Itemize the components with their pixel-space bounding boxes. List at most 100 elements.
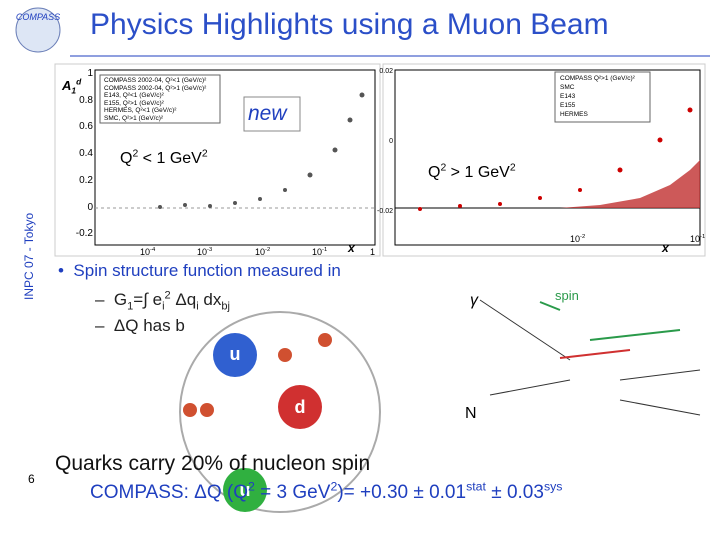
x-tick-label: 10-2 — [255, 247, 270, 257]
legend-entry: COMPASS 2002-04, Q²<1 (GeV/c)² — [104, 77, 207, 84]
logo — [15, 7, 61, 53]
text-part: 2 — [201, 148, 208, 160]
y-tick-label: 0.6 — [79, 121, 93, 133]
y-tick-label: 0 — [87, 201, 93, 213]
region-label: Q2 < 1 GeV2 — [120, 148, 208, 168]
text-part: 1 — [127, 300, 134, 313]
y-label-part: A — [62, 78, 72, 93]
legend-entry: COMPASS Q²>1 (GeV/c)² — [560, 75, 635, 82]
text-part: =∫ e — [133, 290, 163, 309]
sea-quark — [278, 348, 292, 362]
quark-label: d — [295, 397, 306, 417]
right-points — [418, 107, 693, 211]
photon-label: γ — [470, 292, 479, 309]
nucleon-label: N — [465, 405, 477, 422]
right-legend: COMPASS Q²>1 (GeV/c)² SMC E143 E155 HERMES — [560, 74, 635, 119]
x-label: x — [661, 241, 670, 255]
sea-quark — [183, 403, 197, 417]
quark-label: u — [240, 480, 251, 500]
text-part: 10 — [140, 247, 151, 257]
legend-entry: COMPASS 2002-04, Q²>1 (GeV/c)² — [104, 84, 207, 92]
text-part: Q — [120, 150, 133, 167]
x-tick-label: 1 — [370, 247, 375, 257]
text-part: COMPASS: ΔQ (Q — [90, 482, 249, 503]
sea-quark — [200, 403, 214, 417]
logo-text: COMPASS — [16, 12, 60, 22]
text-part: > 1 GeV — [446, 164, 510, 181]
y-tick-label: 0.02 — [379, 68, 393, 75]
sub-bullet: – G1=∫ ei2 Δqi dxbj — [95, 289, 230, 313]
photon-line — [479, 299, 571, 361]
sea-quark — [318, 333, 332, 347]
text-part: -2 — [580, 234, 586, 240]
x-tick-label: 10-1 — [312, 247, 327, 257]
text-part: 2 — [132, 148, 139, 160]
text-part: -4 — [150, 247, 156, 253]
right-legend-box — [554, 71, 651, 123]
right-plot — [382, 63, 706, 257]
sub-bullet: – ΔQ has b — [95, 316, 185, 335]
conclusion: Quarks carry 20% of nucleon spin — [55, 452, 371, 475]
text-part: 1 — [370, 247, 376, 257]
y-tick-label: 0 — [389, 138, 393, 145]
x-label: x — [347, 241, 356, 255]
nucleon-line — [489, 379, 571, 396]
spin-arrow — [589, 329, 681, 341]
quark-u — [213, 333, 257, 377]
text-part: i — [162, 300, 165, 313]
right-axes — [394, 69, 701, 246]
legend-entry: E155, Q²>1 (GeV/c)² — [104, 99, 164, 107]
legend-entry: SMC, Q²>1 (GeV/c)² — [104, 114, 164, 122]
text-part: 10 — [197, 247, 208, 257]
legend-entry: SMC — [560, 84, 575, 91]
spin-label: spin — [555, 288, 579, 303]
quark-u — [223, 468, 267, 512]
text-part: = 3 GeV — [254, 482, 331, 503]
systematic-band — [560, 160, 700, 208]
text-part: dx — [198, 290, 222, 309]
y-label: A1d — [62, 76, 82, 96]
text-part: i — [196, 300, 199, 313]
quark-d — [278, 385, 322, 429]
y-tick-label: 0.8 — [79, 94, 93, 106]
left-legend-box — [99, 74, 221, 124]
text-part: ± 0.03 — [485, 482, 544, 503]
title: Physics Highlights using a Muon Beam — [90, 8, 609, 41]
y-label-part: d — [76, 76, 82, 87]
text-part: G — [113, 290, 128, 309]
y-tick-label: -0.2 — [75, 228, 93, 240]
text-part: 10 — [570, 234, 581, 244]
text-part: < 1 GeV — [138, 150, 202, 167]
text-part: bj — [221, 300, 230, 313]
y-label-part: 1 — [71, 85, 77, 96]
page-number: 6 — [28, 472, 35, 486]
text-part: 10 — [690, 234, 701, 244]
legend-entry: HERMES — [560, 111, 588, 118]
spin-arrow — [559, 349, 631, 359]
text-part: 10 — [312, 247, 323, 257]
y-tick-label: -0.02 — [377, 208, 393, 215]
text-part: 10 — [255, 247, 266, 257]
legend-entry: E143, Q²<1 (GeV/c)² — [104, 92, 164, 99]
text-part: -2 — [265, 247, 271, 253]
badge: new — [248, 102, 287, 125]
left-axes — [94, 69, 376, 246]
text-part: 2 — [509, 162, 516, 174]
bullet: • Spin structure function measured in — [58, 261, 341, 280]
y-tick-label: 1 — [87, 68, 93, 79]
text-part: 2 — [440, 162, 447, 174]
text-part: 2 — [330, 479, 338, 494]
text-part: -3 — [207, 247, 213, 253]
quark-line — [619, 369, 701, 381]
left-points — [158, 92, 365, 209]
y-tick-label: 0.4 — [79, 148, 93, 160]
sidebar: INPC 07 - Tokyo — [22, 212, 36, 300]
region-label: Q2 > 1 GeV2 — [428, 162, 516, 182]
text-part: -1 — [700, 234, 706, 240]
text-part: ΔQ has b — [113, 316, 185, 335]
quark-line — [619, 399, 701, 416]
x-tick-label: 10-1 — [690, 234, 705, 244]
left-legend: COMPASS 2002-04, Q²<1 (GeV/c)² COMPASS 20… — [104, 77, 206, 122]
text-part: )= +0.30 ± 0.01 — [337, 482, 467, 503]
quark-label: u — [230, 344, 241, 364]
